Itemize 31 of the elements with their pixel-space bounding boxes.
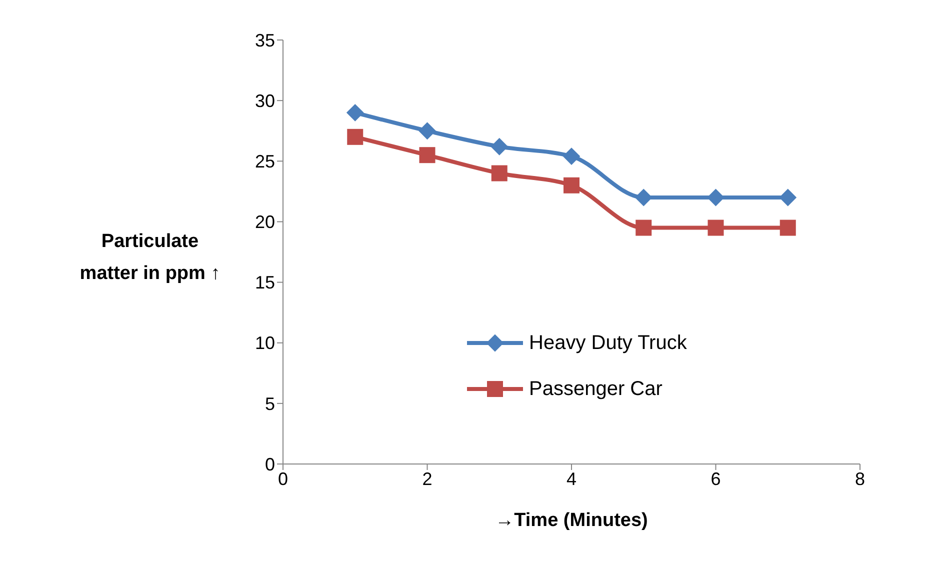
x-tick-label: 4 xyxy=(566,468,577,489)
point xyxy=(635,188,652,206)
point xyxy=(347,128,364,145)
point xyxy=(564,177,580,194)
point xyxy=(490,138,508,156)
x-tick-label: 2 xyxy=(422,468,432,489)
point xyxy=(779,188,796,206)
y-tick-label: 20 xyxy=(254,212,275,232)
y-tick-label: 0 xyxy=(264,454,275,474)
point xyxy=(346,104,364,122)
legend-label: Passenger Car xyxy=(529,378,662,400)
y-tick-label: 25 xyxy=(254,152,275,172)
y-tick-label: 30 xyxy=(254,90,275,111)
x-axis-title: →Time (Minutes) xyxy=(495,510,648,531)
x-tick-label: 8 xyxy=(854,468,866,489)
y-tick-label: 10 xyxy=(254,333,275,354)
y-tick-label: 35 xyxy=(254,30,275,50)
y-tick-label: 5 xyxy=(264,394,275,414)
legend-label: Heavy Duty Truck xyxy=(529,332,687,354)
y-tick-label: 15 xyxy=(254,272,275,293)
y-axis-title: Particulate matter in ppm ↑ xyxy=(78,230,222,286)
point xyxy=(491,165,508,182)
x-tick-label: 0 xyxy=(278,468,288,489)
point xyxy=(636,220,652,236)
point xyxy=(708,220,724,236)
x-tick-label: 6 xyxy=(710,468,721,489)
point xyxy=(780,220,796,236)
point xyxy=(707,188,724,206)
point xyxy=(418,122,436,140)
point xyxy=(419,147,436,164)
point xyxy=(563,148,580,165)
